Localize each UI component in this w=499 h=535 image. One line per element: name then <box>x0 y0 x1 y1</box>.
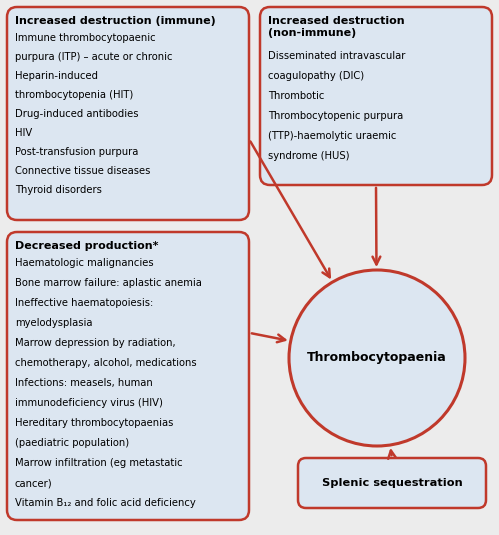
Text: Ineffective haematopoiesis:: Ineffective haematopoiesis: <box>15 298 153 308</box>
Text: Decreased production*: Decreased production* <box>15 241 159 251</box>
Text: coagulopathy (DIC): coagulopathy (DIC) <box>268 71 364 81</box>
Text: Thrombocytopenic purpura: Thrombocytopenic purpura <box>268 111 403 121</box>
Text: Increased destruction
(non-immune): Increased destruction (non-immune) <box>268 16 405 37</box>
Text: Marrow depression by radiation,: Marrow depression by radiation, <box>15 338 176 348</box>
Text: Thrombocytopaenia: Thrombocytopaenia <box>307 351 447 364</box>
Text: purpura (ITP) – acute or chronic: purpura (ITP) – acute or chronic <box>15 52 173 62</box>
Text: immunodeficiency virus (HIV): immunodeficiency virus (HIV) <box>15 398 163 408</box>
Text: Disseminated intravascular: Disseminated intravascular <box>268 51 405 61</box>
Text: (TTP)-haemolytic uraemic: (TTP)-haemolytic uraemic <box>268 131 396 141</box>
Text: Bone marrow failure: aplastic anemia: Bone marrow failure: aplastic anemia <box>15 278 202 288</box>
Text: syndrome (HUS): syndrome (HUS) <box>268 151 349 161</box>
Text: chemotherapy, alcohol, medications: chemotherapy, alcohol, medications <box>15 358 197 368</box>
Text: Drug-induced antibodies: Drug-induced antibodies <box>15 109 139 119</box>
Text: Increased destruction (immune): Increased destruction (immune) <box>15 16 216 26</box>
Text: Connective tissue diseases: Connective tissue diseases <box>15 166 150 176</box>
FancyBboxPatch shape <box>298 458 486 508</box>
Text: Thrombotic: Thrombotic <box>268 91 324 101</box>
Text: Hereditary thrombocytopaenias: Hereditary thrombocytopaenias <box>15 418 173 428</box>
Text: Vitamin B₁₂ and folic acid deficiency: Vitamin B₁₂ and folic acid deficiency <box>15 498 196 508</box>
FancyBboxPatch shape <box>7 232 249 520</box>
Text: HIV: HIV <box>15 128 32 138</box>
Text: myelodysplasia: myelodysplasia <box>15 318 92 328</box>
FancyBboxPatch shape <box>7 7 249 220</box>
Text: Heparin-induced: Heparin-induced <box>15 71 98 81</box>
Text: cancer): cancer) <box>15 478 52 488</box>
FancyBboxPatch shape <box>260 7 492 185</box>
Text: Thyroid disorders: Thyroid disorders <box>15 185 102 195</box>
Circle shape <box>289 270 465 446</box>
Text: Immune thrombocytopaenic: Immune thrombocytopaenic <box>15 33 156 43</box>
Text: Marrow infiltration (eg metastatic: Marrow infiltration (eg metastatic <box>15 458 183 468</box>
Text: thrombocytopenia (HIT): thrombocytopenia (HIT) <box>15 90 133 100</box>
Text: Post-transfusion purpura: Post-transfusion purpura <box>15 147 138 157</box>
Text: Infections: measels, human: Infections: measels, human <box>15 378 153 388</box>
Text: Splenic sequestration: Splenic sequestration <box>322 478 463 488</box>
Text: Haematologic malignancies: Haematologic malignancies <box>15 258 154 268</box>
Text: (paediatric population): (paediatric population) <box>15 438 129 448</box>
